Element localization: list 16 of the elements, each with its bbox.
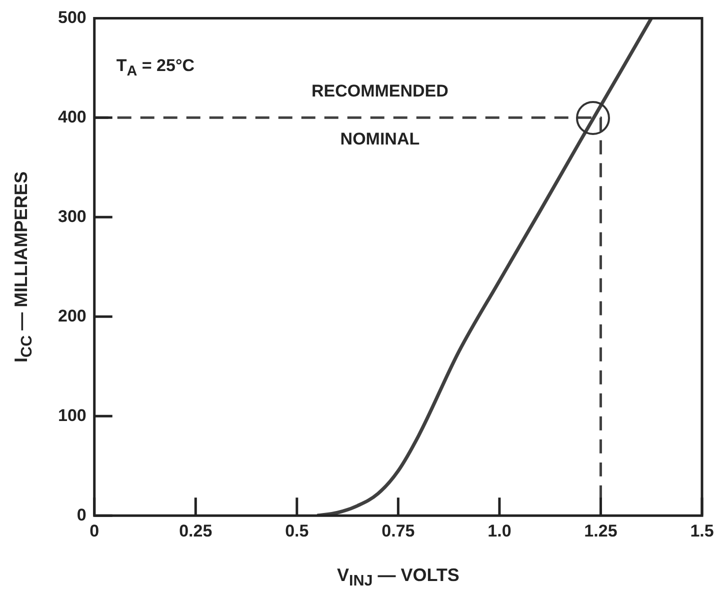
x-tick-label: 0.75 xyxy=(382,521,415,540)
y-tick-label: 200 xyxy=(58,306,86,326)
x-tick-label: 0 xyxy=(90,521,100,540)
y-tick-label: 500 xyxy=(58,8,86,27)
x-tick-label: 1.0 xyxy=(488,521,512,540)
y-tick-label: 300 xyxy=(58,206,86,226)
y-tick-label: 400 xyxy=(58,107,86,126)
x-tick-label: 1.5 xyxy=(690,521,714,540)
annotation: RECOMMENDED xyxy=(311,81,448,100)
annotation: NOMINAL xyxy=(340,129,420,148)
x-tick-label: 0.25 xyxy=(179,521,212,540)
y-axis-title: ICC — MILLIAMPERES xyxy=(10,171,36,362)
x-tick-label: 0.5 xyxy=(285,521,309,540)
x-tick-label: 1.25 xyxy=(584,521,618,540)
y-tick-label: 0 xyxy=(76,505,86,524)
y-tick-label: 100 xyxy=(58,406,86,425)
